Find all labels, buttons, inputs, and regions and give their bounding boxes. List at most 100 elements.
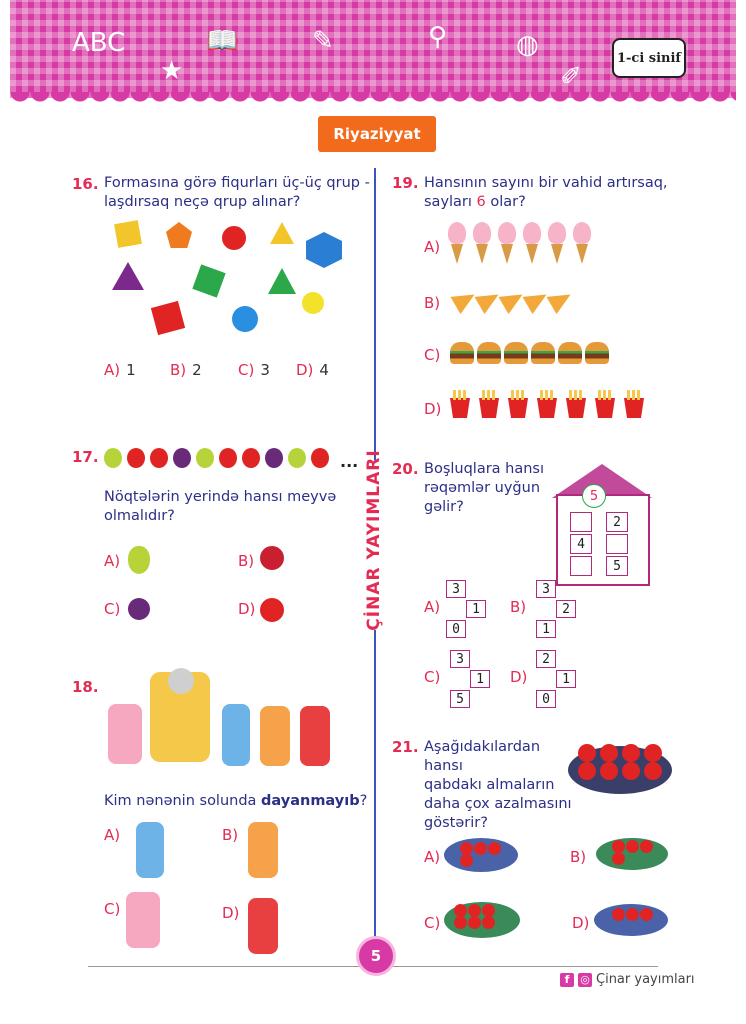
fries-icon bbox=[566, 398, 586, 418]
option-b[interactable]: B) 2 bbox=[170, 361, 202, 379]
pen-icon: ✐ bbox=[560, 62, 582, 92]
fries-icon bbox=[537, 398, 557, 418]
star-icon: ★ bbox=[160, 56, 184, 86]
question-text-line: Formasına görə fiqurları üç-üç qrup - bbox=[104, 175, 370, 191]
house-cell: 5 bbox=[606, 556, 628, 576]
answer-box-bottom: 5 bbox=[450, 690, 470, 708]
ice-cream-icon bbox=[448, 222, 466, 244]
option-c[interactable]: C) bbox=[424, 668, 441, 686]
question-text-line: Nöqtələrin yerində hansı meyvə bbox=[104, 489, 337, 505]
question-number: 18. bbox=[72, 678, 99, 696]
question-number: 17. bbox=[72, 448, 99, 466]
grade-label: 1-ci sinif bbox=[612, 38, 686, 78]
burger-icon bbox=[477, 342, 501, 364]
option-letter: C) bbox=[238, 361, 255, 379]
option-a[interactable]: A) bbox=[424, 598, 441, 616]
apple-icon bbox=[468, 916, 481, 929]
child-girl-orange bbox=[260, 706, 290, 766]
burger-group bbox=[450, 340, 620, 368]
child-boy-blue-icon bbox=[136, 822, 164, 878]
option-d[interactable]: D) 4 bbox=[296, 361, 329, 379]
option-value: 3 bbox=[260, 361, 270, 379]
option-c[interactable]: C) bbox=[424, 914, 441, 932]
option-c[interactable]: C) bbox=[104, 900, 121, 918]
apple-icon bbox=[482, 916, 495, 929]
burger-icon bbox=[585, 342, 609, 364]
instagram-icon[interactable]: ◎ bbox=[578, 972, 592, 987]
pomegranate-icon bbox=[260, 546, 284, 570]
apple-icon bbox=[127, 448, 145, 468]
house-cell: 4 bbox=[570, 534, 592, 554]
brand-gap bbox=[356, 460, 396, 630]
option-b[interactable]: B) bbox=[238, 552, 255, 570]
question-text-line: göstərir? bbox=[424, 815, 488, 831]
fries-sticks bbox=[453, 390, 467, 400]
option-letter: A) bbox=[104, 361, 121, 379]
highlight-number: 6 bbox=[476, 194, 486, 210]
answer-box-mid: 1 bbox=[466, 600, 486, 618]
fries-sticks bbox=[482, 390, 496, 400]
option-a[interactable]: A) 1 bbox=[104, 361, 136, 379]
option-c[interactable]: C) bbox=[104, 600, 121, 618]
option-a[interactable]: A) bbox=[104, 552, 121, 570]
fruit-pattern bbox=[104, 444, 354, 472]
option-value: 1 bbox=[126, 361, 136, 379]
option-d[interactable]: D) bbox=[222, 904, 240, 922]
apple-icon bbox=[640, 908, 653, 921]
apple-icon bbox=[150, 448, 168, 468]
question-text-line: laşdırsaq neçə qrup alınar? bbox=[104, 194, 301, 210]
burger-icon bbox=[450, 342, 474, 364]
footer: f ◎ Çinar yayımları bbox=[560, 972, 695, 987]
facebook-icon[interactable]: f bbox=[560, 972, 574, 987]
option-a[interactable]: A) bbox=[424, 848, 441, 866]
option-b[interactable]: B) bbox=[424, 294, 441, 312]
question-19-text: Hansının sayını bir vahid artırsaq, sayl… bbox=[424, 174, 724, 212]
option-d[interactable]: D) bbox=[238, 600, 256, 618]
burger-icon bbox=[531, 342, 555, 364]
apple-icon bbox=[612, 852, 625, 865]
grandma-head bbox=[168, 668, 194, 694]
pizza-icon bbox=[546, 285, 576, 315]
apple-icon bbox=[474, 842, 487, 855]
child-girl-pink bbox=[108, 704, 142, 764]
pizza-group bbox=[450, 285, 584, 316]
answer-box-bottom: 0 bbox=[536, 690, 556, 708]
fries-sticks bbox=[540, 390, 554, 400]
red-circle-shape bbox=[222, 226, 246, 250]
option-c[interactable]: C) 3 bbox=[238, 361, 270, 379]
question-18-text: Kim nənənin solunda dayanmayıb? bbox=[104, 792, 374, 811]
globe-icon: ◍ bbox=[516, 30, 539, 60]
option-d[interactable]: D) bbox=[424, 400, 442, 418]
question-text-line: Hansının sayını bir vahid artırsaq, bbox=[424, 175, 668, 191]
burger-icon bbox=[504, 342, 528, 364]
option-value: 4 bbox=[319, 361, 329, 379]
question-number: 21. bbox=[392, 738, 419, 756]
cone-icon bbox=[476, 244, 488, 264]
option-b[interactable]: B) bbox=[510, 598, 527, 616]
apple-icon bbox=[454, 904, 467, 917]
option-value: 2 bbox=[192, 361, 202, 379]
option-d[interactable]: D) bbox=[572, 914, 590, 932]
apple-icon bbox=[311, 448, 329, 468]
header-scallop bbox=[10, 92, 736, 106]
question-21-text: Aşağıdakılardan hansı qabdakı almaların … bbox=[424, 738, 574, 833]
question-text-line: qabdakı almaların bbox=[424, 777, 555, 793]
option-b[interactable]: B) bbox=[570, 848, 587, 866]
house-cell-empty bbox=[570, 556, 592, 576]
apple-icon bbox=[260, 598, 284, 622]
option-a[interactable]: A) bbox=[424, 238, 441, 256]
option-c[interactable]: C) bbox=[424, 346, 441, 364]
option-a[interactable]: A) bbox=[104, 826, 121, 844]
green-triangle-shape bbox=[268, 268, 296, 294]
option-letter: D) bbox=[296, 361, 314, 379]
question-text: olar? bbox=[485, 194, 526, 210]
apple-icon bbox=[612, 840, 625, 853]
option-d[interactable]: D) bbox=[510, 668, 528, 686]
ice-cream-icon bbox=[573, 222, 591, 244]
house-cell: 2 bbox=[606, 512, 628, 532]
apple-icon bbox=[622, 762, 640, 780]
option-b[interactable]: B) bbox=[222, 826, 239, 844]
apple-icon bbox=[578, 762, 596, 780]
house-cell-empty bbox=[606, 534, 628, 554]
book-icon: 📖 bbox=[206, 26, 239, 56]
